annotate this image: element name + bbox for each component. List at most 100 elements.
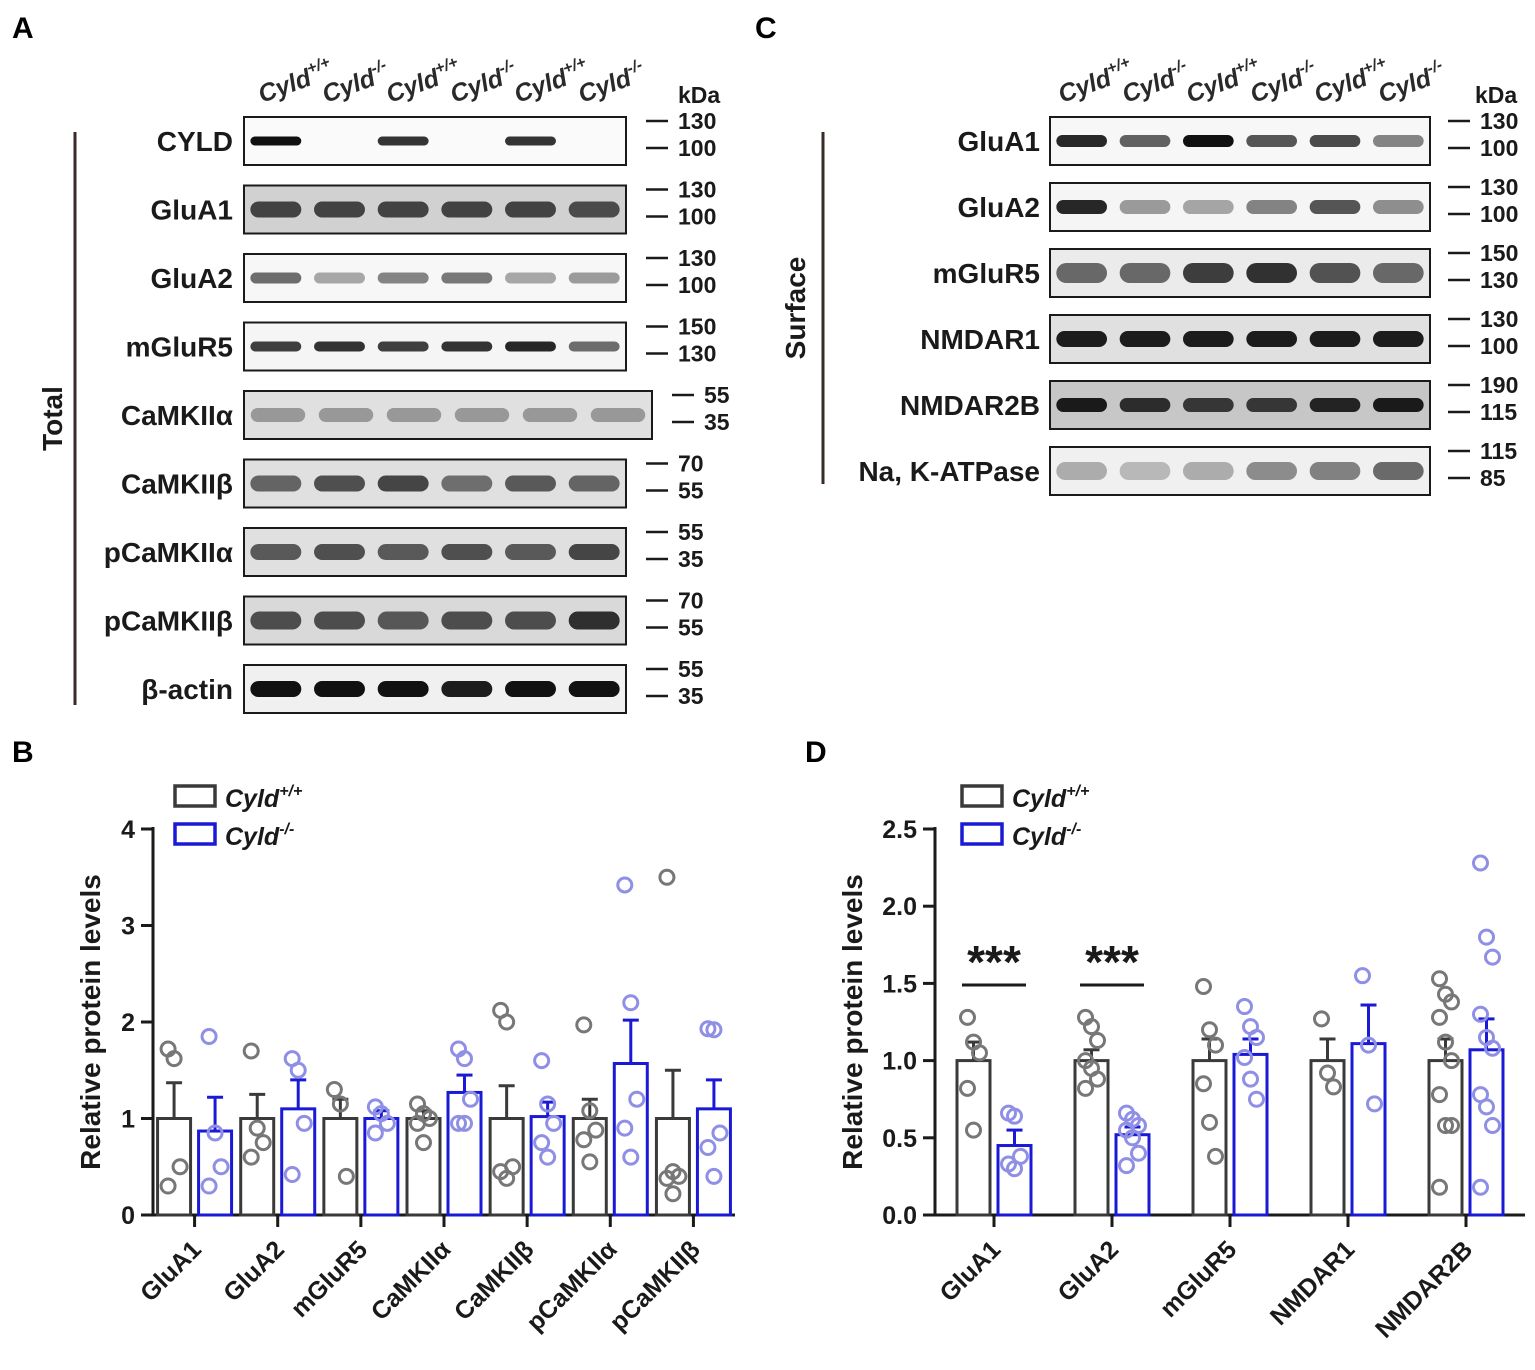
data-point-wt bbox=[498, 1169, 516, 1187]
marker-value: 150 bbox=[678, 314, 716, 340]
data-point-ko bbox=[705, 1021, 723, 1039]
blot-membrane bbox=[1049, 446, 1431, 496]
blot-row-label: CYLD bbox=[157, 126, 233, 157]
bar-group bbox=[197, 1027, 234, 1217]
blot-band bbox=[377, 544, 429, 560]
x-tick-label: NMDAR1 bbox=[1265, 1235, 1360, 1330]
blot-band bbox=[1246, 135, 1297, 147]
blot-band bbox=[441, 475, 493, 492]
blot-band bbox=[1246, 398, 1297, 412]
data-point-wt bbox=[1325, 1078, 1342, 1096]
panel-label-c: C bbox=[755, 12, 777, 45]
data-point-ko bbox=[289, 1061, 307, 1079]
y-tick-label: 1.5 bbox=[882, 970, 917, 998]
marker-value: 85 bbox=[1480, 465, 1506, 491]
blot-band bbox=[1309, 263, 1361, 283]
blot-band bbox=[568, 272, 620, 284]
x-tick-label: GluA1 bbox=[135, 1235, 207, 1307]
bar-ko bbox=[1350, 1042, 1387, 1217]
blot-row-label: Na, K-ATPase bbox=[858, 456, 1040, 487]
blot-band bbox=[377, 611, 429, 630]
y-tick-label: 4 bbox=[121, 816, 135, 844]
blot-band bbox=[377, 475, 429, 492]
blot-band bbox=[568, 475, 620, 492]
data-point-wt bbox=[1443, 993, 1460, 1011]
blot-band bbox=[568, 201, 620, 218]
blot-band bbox=[505, 611, 556, 630]
blot-membrane bbox=[243, 116, 627, 166]
blot-row-label: GluA2 bbox=[151, 263, 233, 294]
blot-band bbox=[1183, 263, 1234, 283]
marker-value: 100 bbox=[678, 135, 716, 161]
bar-ko bbox=[612, 1061, 649, 1217]
blot-band bbox=[1373, 462, 1424, 480]
marker-value: 35 bbox=[678, 683, 704, 709]
data-point-wt bbox=[658, 1169, 676, 1187]
panel-label-d: D bbox=[805, 736, 827, 769]
marker-value: 100 bbox=[678, 204, 716, 230]
blot-band bbox=[1373, 200, 1424, 214]
blot-band bbox=[1309, 462, 1361, 480]
blot-band bbox=[386, 408, 442, 422]
blot-band bbox=[377, 201, 429, 218]
data-point-ko bbox=[1006, 1107, 1023, 1125]
data-point-ko bbox=[616, 876, 634, 894]
blot-band bbox=[1119, 331, 1171, 347]
western-blot-total: Cyld+/+Cyld-/-Cyld+/+Cyld-/-Cyld+/+Cyld-… bbox=[37, 54, 730, 714]
blot-band bbox=[1309, 135, 1361, 147]
kda-label: kDa bbox=[1475, 82, 1517, 108]
data-point-ko bbox=[533, 1134, 551, 1152]
legend-swatch-ko bbox=[173, 822, 217, 846]
bar-group bbox=[322, 1081, 359, 1217]
data-point-ko bbox=[1242, 1070, 1259, 1088]
bar-wt bbox=[239, 1117, 276, 1217]
blot-band bbox=[1373, 398, 1424, 412]
blot-band bbox=[1309, 398, 1361, 412]
data-point-ko bbox=[545, 1114, 563, 1132]
blot-band bbox=[568, 341, 620, 352]
blot-row-label: GluA1 bbox=[151, 195, 233, 226]
blot-row-label: pCaMKIIα bbox=[104, 537, 233, 568]
data-point-wt bbox=[1077, 1079, 1094, 1097]
data-point-wt bbox=[1431, 1178, 1448, 1196]
blot-band bbox=[1056, 135, 1107, 147]
blot-band bbox=[505, 201, 556, 218]
blot-band bbox=[377, 341, 429, 352]
data-point-ko bbox=[1360, 1036, 1377, 1054]
marker-value: 130 bbox=[678, 341, 716, 367]
blot-band bbox=[441, 201, 493, 218]
blot-membrane bbox=[1049, 248, 1431, 298]
blot-membrane bbox=[243, 253, 627, 303]
blot-band bbox=[505, 136, 556, 146]
blot-row-label: β-actin bbox=[141, 674, 233, 705]
data-point-wt bbox=[1437, 1116, 1454, 1134]
bar-group bbox=[405, 1095, 442, 1217]
data-point-wt bbox=[965, 1121, 982, 1139]
data-point-ko bbox=[699, 1138, 717, 1156]
blot-band bbox=[250, 611, 302, 630]
blot-band bbox=[250, 681, 302, 697]
blot-band bbox=[568, 611, 620, 630]
blot-membrane bbox=[243, 321, 627, 372]
legend-swatch-ko bbox=[960, 822, 1004, 846]
data-point-wt bbox=[575, 1016, 593, 1034]
bar-chart-surface: 0.0 0.5 1.0 1.5 2.0 2.5 Relative protein level… bbox=[837, 783, 1525, 1344]
bar-group bbox=[571, 1016, 608, 1217]
data-point-wt bbox=[959, 1008, 976, 1026]
bar-wt bbox=[322, 1117, 359, 1217]
bar-group bbox=[1350, 967, 1387, 1217]
data-point-wt bbox=[587, 1121, 605, 1139]
data-point-wt bbox=[1319, 1064, 1336, 1082]
bar-chart-total: 0 1 2 3 4 Relative protein levels Cyld+/+ Cyld-… bbox=[75, 783, 735, 1337]
data-point-wt bbox=[331, 1095, 349, 1113]
blot-membrane bbox=[243, 595, 627, 646]
blot-band bbox=[441, 544, 493, 560]
data-point-ko bbox=[283, 1165, 301, 1183]
